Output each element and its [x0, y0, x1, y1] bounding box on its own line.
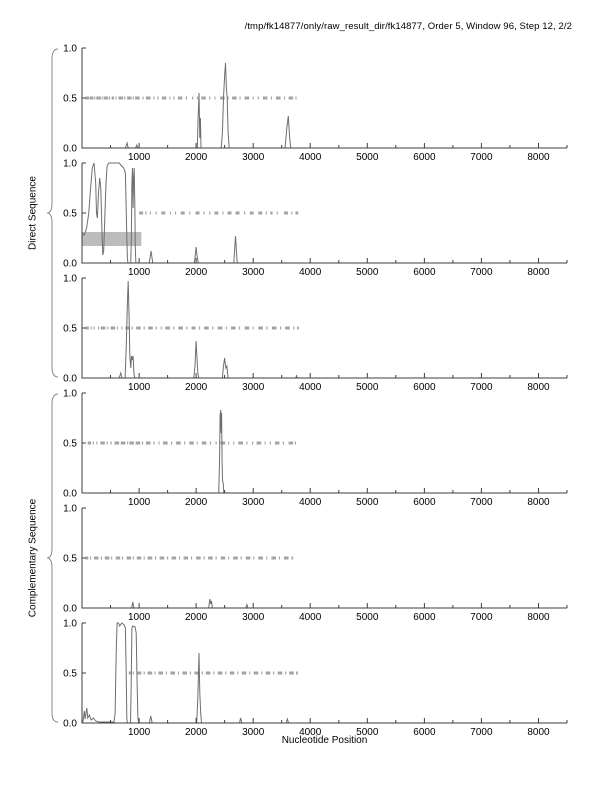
- probability-curve: [82, 409, 567, 494]
- x-tick-label: 1000: [128, 497, 151, 508]
- y-tick-label: 0.5: [63, 324, 77, 335]
- x-tick-label: 1000: [128, 612, 151, 623]
- probability-curve: [81, 162, 567, 264]
- x-tick-label: 2000: [185, 382, 208, 393]
- panel-complementary-3: 0.0 0.5 1.0 1000 2000 3000 4000 5000 6000 7000 800…: [63, 619, 568, 738]
- x-tick-label: 2000: [185, 152, 208, 163]
- panel-direct-2: 0.0 0.5 1.0 1000 2000 3000 4000 5000 6000 7000 800…: [63, 159, 568, 278]
- x-axis-title: Nucleotide Position: [281, 735, 368, 746]
- x-tick-label: 6000: [413, 612, 436, 623]
- x-tick-label: 7000: [470, 612, 493, 623]
- x-tick-label: 3000: [242, 382, 265, 393]
- x-tick-label: 5000: [356, 727, 379, 738]
- y-tick-label: 0.0: [63, 144, 77, 155]
- x-tick-label: 7000: [470, 727, 493, 738]
- y-tick-label: 1.0: [63, 504, 77, 515]
- x-tick-label: 6000: [413, 727, 436, 738]
- x-tick-label: 8000: [527, 497, 550, 508]
- x-tick-label: 2000: [185, 497, 208, 508]
- y-tick-label: 0.0: [63, 604, 77, 615]
- x-tick-label: 1000: [128, 152, 151, 163]
- x-tick-label: 3000: [242, 612, 265, 623]
- y-tick-label: 1.0: [63, 619, 77, 630]
- axis-frame: [81, 163, 567, 264]
- y-tick-label: 0.5: [63, 554, 77, 565]
- x-tick-label: 4000: [299, 727, 322, 738]
- y-tick-label: 0.0: [63, 259, 77, 270]
- highlight-region: [82, 232, 142, 246]
- x-tick-label: 7000: [470, 382, 493, 393]
- x-tick-label: 8000: [527, 727, 550, 738]
- x-tick-label: 3000: [242, 727, 265, 738]
- page-title: /tmp/fk14877/only/raw_result_dir/fk14877…: [244, 21, 572, 32]
- y-tick-label: 0.5: [63, 439, 77, 450]
- y-tick-label: 0.0: [63, 489, 77, 500]
- x-tick-label: 3000: [242, 267, 265, 278]
- x-tick-label: 4000: [299, 497, 322, 508]
- x-tick-label: 4000: [299, 267, 322, 278]
- direct-sequence-brace: [46, 48, 59, 378]
- y-tick-label: 0.5: [63, 94, 77, 105]
- x-tick-label: 8000: [527, 382, 550, 393]
- complementary-sequence-brace: [46, 393, 59, 723]
- x-tick-label: 5000: [356, 267, 379, 278]
- x-tick-label: 3000: [242, 152, 265, 163]
- panel-complementary-2: 0.0 0.5 1.0 1000 2000 3000 4000 5000 6000 7000 800…: [63, 504, 568, 623]
- y-tick-label: 1.0: [63, 389, 77, 400]
- y-tick-label: 0.0: [63, 374, 77, 385]
- probability-curve: [82, 62, 567, 149]
- x-tick-label: 1000: [128, 267, 151, 278]
- x-tick-label: 2000: [185, 727, 208, 738]
- x-tick-label: 6000: [413, 152, 436, 163]
- x-tick-label: 8000: [527, 267, 550, 278]
- x-tick-label: 2000: [185, 267, 208, 278]
- x-tick-label: 4000: [299, 612, 322, 623]
- y-tick-label: 0.0: [63, 719, 77, 730]
- x-tick-label: 7000: [470, 497, 493, 508]
- x-tick-label: 6000: [413, 382, 436, 393]
- x-tick-label: 2000: [185, 612, 208, 623]
- x-tick-label: 5000: [356, 497, 379, 508]
- x-tick-label: 4000: [299, 382, 322, 393]
- x-tick-label: 5000: [356, 612, 379, 623]
- x-tick-label: 8000: [527, 152, 550, 163]
- x-tick-label: 6000: [413, 267, 436, 278]
- x-tick-label: 5000: [356, 152, 379, 163]
- x-tick-label: 1000: [128, 727, 151, 738]
- x-tick-label: 5000: [356, 382, 379, 393]
- probability-curve: [82, 598, 567, 609]
- axis-frame: [81, 278, 567, 379]
- y-tick-label: 0.5: [63, 669, 77, 680]
- panel-direct-1: 0.0 0.5 1.0 1000 2000 3000 4000 5000 6000 7000 800…: [63, 44, 568, 163]
- axis-frame: [81, 508, 567, 609]
- axis-frame: [81, 48, 567, 149]
- probability-curve: [82, 280, 567, 379]
- x-tick-label: 7000: [470, 267, 493, 278]
- x-tick-label: 7000: [470, 152, 493, 163]
- x-tick-label: 4000: [299, 152, 322, 163]
- y-tick-label: 1.0: [63, 44, 77, 55]
- x-tick-label: 1000: [128, 382, 151, 393]
- x-tick-label: 3000: [242, 497, 265, 508]
- x-tick-label: 8000: [527, 612, 550, 623]
- axis-frame: [81, 393, 567, 494]
- panel-direct-3: 0.0 0.5 1.0 1000 2000 3000 4000 5000 6000 7000 800…: [63, 274, 568, 393]
- y-tick-label: 1.0: [63, 159, 77, 170]
- y-tick-label: 1.0: [63, 274, 77, 285]
- x-tick-label: 6000: [413, 497, 436, 508]
- y-tick-label: 0.5: [63, 209, 77, 220]
- panel-complementary-1: 0.0 0.5 1.0 1000 2000 3000 4000 5000 6000 7000 800…: [63, 389, 568, 508]
